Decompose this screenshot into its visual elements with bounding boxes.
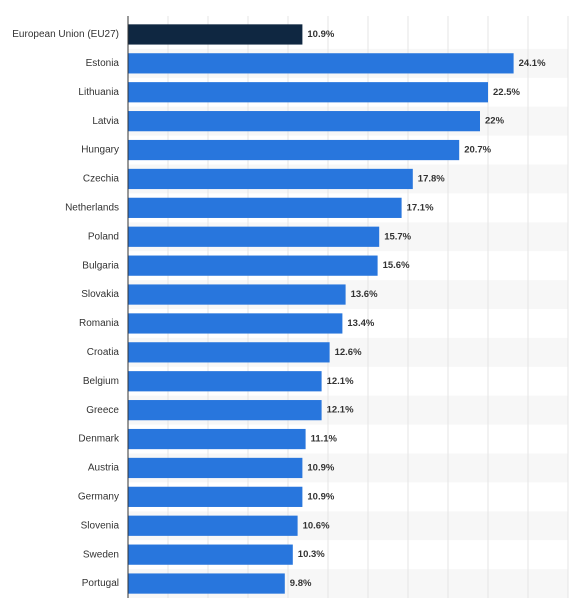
y-tick-label: Latvia	[92, 116, 119, 127]
value-label: 22.5%	[493, 87, 520, 98]
bar	[128, 457, 303, 479]
bar	[128, 428, 306, 450]
y-tick-label: Hungary	[81, 145, 119, 156]
value-label: 15.7%	[384, 231, 411, 242]
value-label: 10.9%	[307, 491, 334, 502]
value-label: 15.6%	[383, 260, 410, 271]
value-label: 24.1%	[519, 58, 546, 69]
bar	[128, 168, 413, 190]
bar	[128, 82, 488, 103]
y-tick-label: Estonia	[86, 58, 120, 69]
value-label: 12.1%	[327, 376, 354, 387]
y-tick-label: Poland	[88, 231, 119, 242]
y-tick-label: Sweden	[83, 549, 119, 560]
y-tick-label: Czechia	[83, 174, 120, 185]
y-tick-label: Romania	[79, 318, 119, 329]
bar	[128, 53, 514, 74]
y-tick-label: Slovakia	[81, 289, 119, 300]
y-tick-label: Bulgaria	[82, 260, 119, 271]
value-label: 22%	[485, 116, 505, 127]
bar	[128, 197, 402, 218]
bar	[128, 515, 298, 536]
y-tick-label: Austria	[88, 463, 120, 474]
bar	[128, 371, 322, 392]
value-label: 13.6%	[351, 289, 378, 300]
bar	[128, 400, 322, 421]
value-label: 10.3%	[298, 549, 325, 560]
value-label: 20.7%	[464, 145, 491, 156]
y-tick-label: Lithuania	[78, 87, 119, 98]
y-tick-label: Netherlands	[65, 202, 119, 213]
bar	[128, 111, 480, 132]
value-label: 10.6%	[303, 520, 330, 531]
y-tick-label: Portugal	[82, 578, 119, 589]
y-tick-label: European Union (EU27)	[12, 29, 119, 40]
value-label: 10.9%	[307, 29, 334, 40]
value-label: 11.1%	[311, 434, 338, 445]
y-tick-label: Croatia	[87, 347, 120, 358]
bar	[128, 544, 293, 565]
value-label: 13.4%	[347, 318, 374, 329]
y-tick-label: Denmark	[78, 434, 120, 445]
value-label: 12.1%	[327, 405, 354, 416]
y-tick-label: Greece	[86, 405, 119, 416]
bar	[128, 573, 285, 594]
value-label: 10.9%	[307, 462, 334, 473]
y-tick-label: Slovenia	[81, 520, 120, 531]
bar	[128, 284, 346, 305]
bar	[128, 24, 303, 45]
bar	[128, 486, 303, 507]
value-label: 9.8%	[290, 578, 312, 589]
value-label: 17.1%	[407, 202, 434, 213]
bar	[128, 226, 380, 247]
y-tick-label: Germany	[78, 491, 119, 502]
bar	[128, 342, 330, 363]
y-tick-label: Belgium	[83, 376, 119, 387]
bar	[128, 255, 378, 276]
value-label: 12.6%	[335, 347, 362, 358]
bar	[128, 139, 460, 161]
bar	[128, 313, 343, 334]
value-label: 17.8%	[418, 173, 445, 184]
